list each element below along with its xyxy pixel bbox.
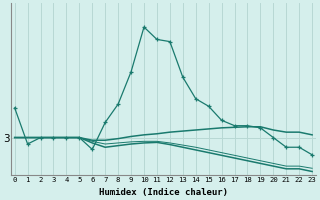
X-axis label: Humidex (Indice chaleur): Humidex (Indice chaleur) bbox=[99, 188, 228, 197]
